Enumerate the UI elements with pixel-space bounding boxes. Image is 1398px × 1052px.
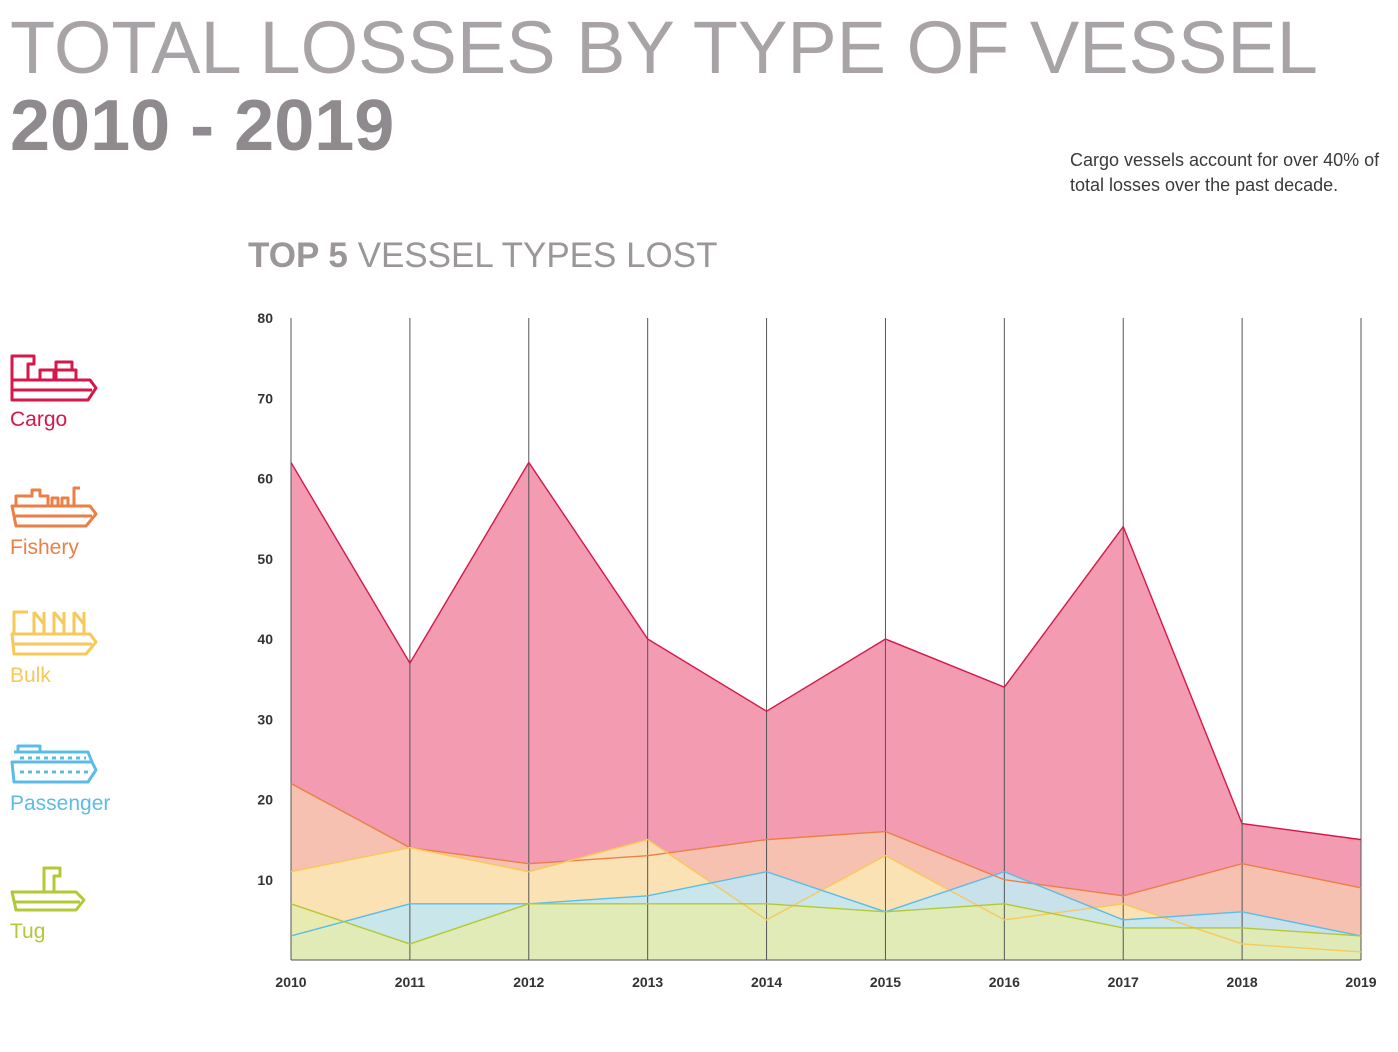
legend-label-tug: Tug bbox=[10, 920, 46, 943]
legend-label-cargo: Cargo bbox=[10, 408, 68, 431]
line-tug bbox=[290, 903, 1362, 945]
y-tick-label: 30 bbox=[257, 711, 273, 727]
summary-note: Cargo vessels account for over 40% of to… bbox=[1070, 150, 1380, 195]
x-tick-label: 2015 bbox=[870, 974, 901, 990]
area-tug bbox=[291, 903, 1361, 960]
line-fishery bbox=[290, 782, 1362, 897]
x-tick-label: 2012 bbox=[513, 974, 544, 990]
y-tick-label: 70 bbox=[257, 390, 273, 406]
y-tick-label: 50 bbox=[257, 551, 273, 567]
chart-title-light: VESSEL TYPES LOST bbox=[357, 236, 718, 275]
chart-title-bold: TOP 5 bbox=[248, 236, 348, 275]
line-bulk bbox=[290, 838, 1362, 953]
passenger-ship-icon bbox=[10, 744, 98, 784]
x-tick-label: 2016 bbox=[989, 974, 1020, 990]
area-chart: 10 20 30 40 50 60 70 80 2010 2011 2012 2013 2014 2015… bbox=[257, 310, 1376, 990]
legend-item-fishery: Fishery bbox=[10, 478, 100, 560]
x-tick-label: 2017 bbox=[1108, 974, 1139, 990]
legend-item-bulk: Bulk bbox=[10, 606, 100, 688]
y-tick-label: 40 bbox=[257, 631, 273, 647]
y-tick-label: 60 bbox=[257, 471, 273, 487]
legend-label-passenger: Passenger bbox=[10, 792, 111, 815]
y-tick-label: 10 bbox=[257, 872, 273, 888]
fishing-vessel-icon bbox=[10, 486, 98, 528]
x-tick-label: 2011 bbox=[395, 974, 426, 990]
x-tick-label: 2018 bbox=[1227, 974, 1258, 990]
legend-item-passenger: Passenger bbox=[10, 734, 110, 816]
legend-item-tug: Tug bbox=[10, 862, 100, 944]
legend-item-cargo: Cargo bbox=[10, 350, 100, 432]
chart-title: TOP 5 VESSEL TYPES LOST bbox=[248, 236, 718, 276]
page-subtitle-years: 2010 - 2019 bbox=[10, 86, 395, 166]
y-tick-label: 20 bbox=[257, 792, 273, 808]
y-tick-label: 80 bbox=[257, 310, 273, 326]
x-tick-label: 2013 bbox=[632, 974, 663, 990]
cargo-ship-icon bbox=[10, 354, 98, 402]
tug-icon bbox=[10, 866, 86, 912]
page-title: TOTAL LOSSES BY TYPE OF VESSEL bbox=[10, 6, 1318, 89]
line-passenger bbox=[290, 870, 1362, 937]
legend-label-fishery: Fishery bbox=[10, 536, 79, 559]
line-cargo bbox=[290, 461, 1362, 841]
x-tick-label: 2010 bbox=[275, 974, 306, 990]
x-tick-label: 2019 bbox=[1345, 974, 1376, 990]
area-cargo bbox=[291, 462, 1361, 960]
bulk-carrier-icon bbox=[10, 610, 98, 656]
legend-label-bulk: Bulk bbox=[10, 664, 51, 687]
x-tick-label: 2014 bbox=[751, 974, 782, 990]
